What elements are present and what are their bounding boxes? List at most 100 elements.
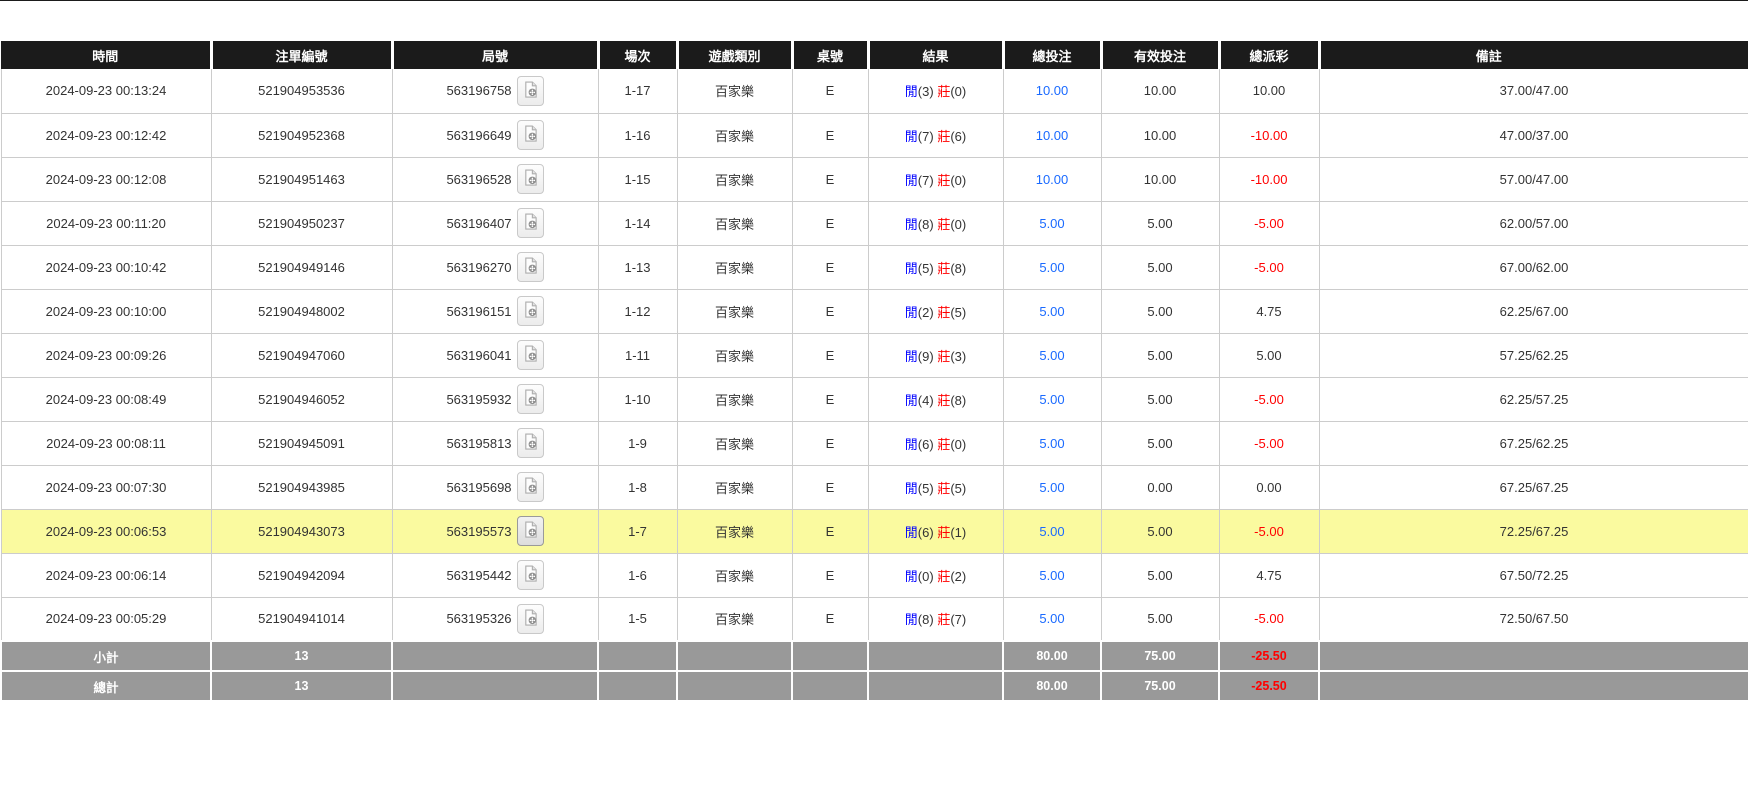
cell-valid-bet: 5.00 [1100, 421, 1220, 466]
cell-total-bet: 5.00 [1002, 377, 1102, 422]
cell-payout: -5.00 [1218, 597, 1320, 642]
cell-game-type: 百家樂 [676, 157, 793, 202]
total-count: 13 [210, 640, 393, 672]
cell-total-bet: 5.00 [1002, 553, 1102, 598]
round-number: 563195442 [446, 567, 512, 583]
column-header-total_bet: 總投注 [1001, 41, 1101, 69]
cell-remark: 72.25/67.25 [1318, 509, 1748, 554]
cell-total-bet: 5.00 [1002, 509, 1102, 554]
video-replay-icon [523, 345, 538, 365]
table-header: 時間 注單編號 局號 場次 遊戲類別 桌號 結果 總投注 有效投注 總派彩 備註 [1, 41, 1748, 69]
replay-video-button[interactable] [516, 384, 544, 414]
replay-video-button[interactable] [516, 252, 544, 282]
cell-round: 563196151 [391, 289, 599, 334]
replay-video-button[interactable] [516, 340, 544, 370]
total-bet-link[interactable]: 10.00 [1035, 127, 1069, 143]
cell-payout: -5.00 [1218, 509, 1320, 554]
cell-game-type: 百家樂 [676, 113, 793, 158]
round-number: 563195813 [446, 435, 512, 451]
total-bet-link[interactable]: 10.00 [1035, 83, 1069, 99]
cell-time: 2024-09-23 00:12:42 [0, 113, 212, 158]
result-player-label: 閒 [904, 436, 918, 452]
grand-total-row: 總計 13 80.00 75.00 -25.50 [0, 670, 1748, 702]
cell-valid-bet: 5.00 [1100, 553, 1220, 598]
cell-round: 563196528 [391, 157, 599, 202]
round-number: 563195932 [446, 391, 512, 407]
cell-time: 2024-09-23 00:10:42 [0, 245, 212, 290]
column-header-table_no: 桌號 [790, 41, 868, 69]
result-player-score: (2) [917, 304, 934, 320]
replay-video-button[interactable] [516, 164, 544, 194]
round-cell-inner: 563195932 [446, 384, 544, 414]
total-bet-link[interactable]: 5.00 [1039, 523, 1065, 539]
cell-round: 563195813 [391, 421, 599, 466]
cell-total-bet: 5.00 [1002, 289, 1102, 334]
total-bet-link[interactable]: 5.00 [1039, 259, 1065, 275]
result-banker-label: 莊 [937, 436, 951, 452]
replay-video-button[interactable] [516, 296, 544, 326]
cell-remark: 72.50/67.50 [1318, 597, 1748, 642]
result-banker-score: (0) [950, 216, 967, 232]
cell-result: 閒(7) 莊(6) [867, 113, 1004, 158]
replay-video-button[interactable] [516, 208, 544, 238]
round-cell-inner: 563196649 [446, 120, 544, 150]
cell-table-no: E [791, 465, 869, 510]
replay-video-button[interactable] [516, 75, 544, 106]
result-player-label: 閒 [904, 216, 918, 232]
result-player-label: 閒 [904, 480, 918, 496]
column-header-valid_bet: 有效投注 [1099, 41, 1219, 69]
result-banker-label: 莊 [937, 568, 951, 584]
round-cell-inner: 563196758 [446, 75, 544, 106]
cell-payout: -5.00 [1218, 245, 1320, 290]
replay-video-button[interactable] [516, 428, 544, 458]
total-bet-link[interactable]: 5.00 [1039, 347, 1065, 363]
cell-session: 1-17 [597, 69, 678, 114]
cell-result: 閒(8) 莊(7) [867, 597, 1004, 642]
table-row: 2024-09-23 00:12:08 521904951463 563196528… [0, 157, 1748, 202]
total-bet-link[interactable]: 5.00 [1039, 435, 1065, 451]
round-cell-inner: 563195442 [446, 560, 544, 590]
replay-video-button[interactable] [516, 560, 544, 590]
cell-payout: 0.00 [1218, 465, 1320, 510]
table-row: 2024-09-23 00:11:20 521904950237 563196407… [0, 201, 1748, 246]
cell-remark: 67.50/72.25 [1318, 553, 1748, 598]
cell-round: 563195442 [391, 553, 599, 598]
total-bet-link[interactable]: 5.00 [1039, 567, 1065, 583]
replay-video-button[interactable] [516, 603, 544, 634]
cell-table-no: E [791, 597, 869, 642]
replay-video-button[interactable] [516, 516, 544, 546]
total-bet-link[interactable]: 10.00 [1035, 171, 1069, 187]
cell-bet-id: 521904952368 [210, 113, 393, 158]
round-number: 563195573 [446, 523, 512, 539]
cell-table-no: E [791, 377, 869, 422]
cell-valid-bet: 5.00 [1100, 333, 1220, 378]
result-player-label: 閒 [904, 304, 918, 320]
table-row: 2024-09-23 00:08:49 521904946052 563195932… [0, 377, 1748, 422]
total-empty-session [597, 640, 678, 672]
total-bet-link[interactable]: 5.00 [1039, 391, 1065, 407]
result-player-score: (7) [917, 128, 934, 144]
cell-valid-bet: 0.00 [1100, 465, 1220, 510]
round-cell-inner: 563196041 [446, 340, 544, 370]
replay-video-button[interactable] [516, 472, 544, 502]
video-replay-icon [523, 125, 538, 145]
total-bet-link[interactable]: 5.00 [1039, 215, 1065, 231]
cell-result: 閒(5) 莊(8) [867, 245, 1004, 290]
result-banker-label: 莊 [937, 84, 951, 100]
table-row: 2024-09-23 00:05:29 521904941014 563195326… [0, 597, 1748, 642]
cell-round: 563195573 [391, 509, 599, 554]
total-bet-link[interactable]: 5.00 [1039, 479, 1065, 495]
table-row: 2024-09-23 00:08:11 521904945091 563195813… [0, 421, 1748, 466]
total-empty-table-no [791, 640, 869, 672]
total-empty-round [391, 640, 599, 672]
replay-video-button[interactable] [516, 120, 544, 150]
result-player-label: 閒 [904, 260, 918, 276]
cell-game-type: 百家樂 [676, 333, 793, 378]
cell-table-no: E [791, 289, 869, 334]
bet-history-section: 時間 注單編號 局號 場次 遊戲類別 桌號 結果 總投注 有效投注 總派彩 備註 2024-09-2… [0, 41, 1748, 702]
round-cell-inner: 563196151 [446, 296, 544, 326]
result-player-score: (3) [917, 84, 934, 100]
total-bet-link[interactable]: 5.00 [1039, 611, 1065, 627]
table-row: 2024-09-23 00:06:53 521904943073 563195573… [0, 509, 1748, 554]
total-bet-link[interactable]: 5.00 [1039, 303, 1065, 319]
